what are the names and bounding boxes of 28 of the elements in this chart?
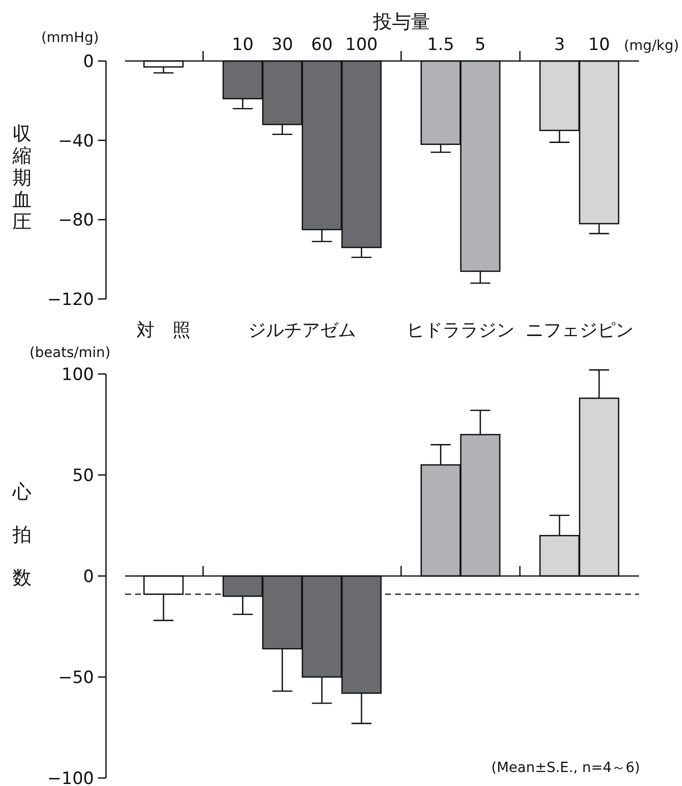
y-tick-label: −100	[47, 769, 94, 786]
x-tick-label: 30	[271, 35, 294, 55]
y-tick-label: −120	[47, 290, 94, 310]
y-tick-label: 50	[72, 466, 94, 486]
text: ヒドララジン	[406, 320, 514, 341]
y-tick-label: −40	[58, 131, 94, 152]
y-axis-title: 収縮期血圧	[12, 123, 32, 233]
y-tick-label: 0	[83, 52, 94, 72]
x-tick-label: 3	[554, 35, 565, 55]
text: (mmHg)	[41, 30, 99, 46]
text: (beats/min)	[30, 345, 110, 361]
x-axis-title: 投与量	[372, 11, 430, 33]
text: 対 照	[136, 320, 190, 341]
annotation: (Mean±S.E., n=4～6)	[491, 760, 640, 776]
x-tick-label: 60	[311, 35, 333, 55]
x-tick-label: 100	[345, 35, 378, 55]
x-tick-label: 5	[474, 35, 486, 55]
text: ジルチアゼム	[248, 320, 356, 341]
x-tick-label: 10	[588, 35, 610, 55]
y-axis-title: 心拍数	[12, 481, 32, 589]
y-tick-label: −80	[58, 210, 94, 231]
text: (mg/kg)	[624, 38, 679, 54]
y-tick-label: 0	[83, 567, 94, 587]
x-tick-label: 1.5	[427, 35, 454, 55]
x-tick-label: 10	[232, 35, 254, 55]
text: ニフェジピン	[525, 320, 634, 341]
y-tick-label: 100	[62, 365, 94, 385]
y-tick-label: −50	[58, 668, 94, 688]
